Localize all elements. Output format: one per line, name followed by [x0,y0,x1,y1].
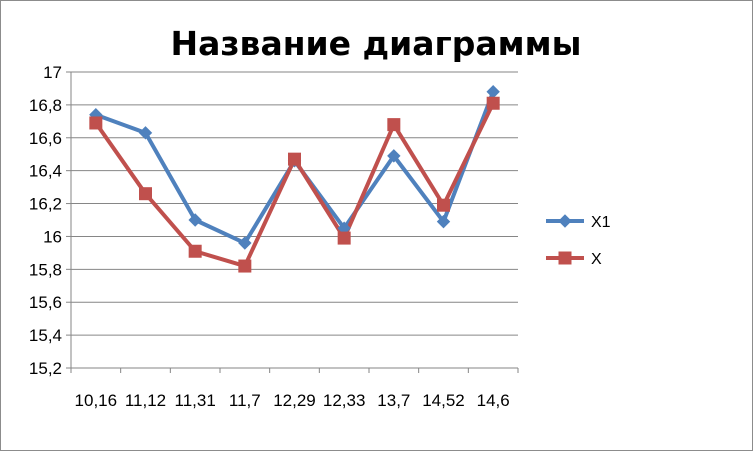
data-point-x [188,244,202,258]
y-tick-label: 15,8 [29,260,62,279]
x-tick-label: 10,16 [75,391,118,410]
series-x1-markers [89,85,500,250]
data-point-x [337,231,351,245]
axes: 15,2 15,4 15,6 15,8 16 16,2 16,4 16,6 16,8 17 10,1… [29,63,519,410]
y-tick-label: 16,8 [29,96,62,115]
data-point-x [486,96,500,110]
data-point-x1 [188,213,202,227]
chart-title: Название диаграммы [171,24,582,63]
data-point-x [89,116,103,130]
legend-item-x1: X1 [546,214,611,231]
data-point-x1 [138,126,153,140]
x-tick-label: 11,31 [175,391,216,410]
data-point-x1 [387,149,401,163]
legend: X1 X [546,214,611,268]
series-line-x [93,101,496,269]
y-tick-label: 16 [43,227,62,246]
legend-marker [558,251,572,265]
y-tick-label: 16,6 [29,129,62,148]
x-tick-label: 14,6 [477,391,510,410]
y-tick-label: 17 [43,63,62,82]
y-tick-label: 15,2 [29,359,62,378]
series-layer [89,85,500,273]
data-point-x [139,187,152,201]
data-point-x [387,118,401,132]
x-tick-label: 14,52 [422,391,465,410]
data-point-x [437,198,450,212]
data-point-x [288,152,301,166]
data-point-x [238,259,252,273]
data-point-x1 [238,236,252,250]
x-tick-label: 12,29 [273,391,316,410]
x-tick-label: 11,7 [229,391,261,410]
x-tick-label: 11,12 [125,391,166,410]
y-tick-label: 16,2 [29,195,62,214]
y-tick-label: 15,4 [29,326,62,345]
data-point-x1 [486,85,500,99]
legend-label: X1 [591,214,611,231]
series-x-group [93,101,496,269]
y-tick-label: 15,6 [29,293,62,312]
legend-label: X [591,251,602,268]
legend-item-x: X [546,251,602,268]
x-tick-label: 12,33 [323,391,366,410]
x-tick-label: 13,7 [377,391,410,410]
legend-marker [558,214,572,228]
y-tick-label: 16,4 [29,162,62,181]
data-point-x1 [436,214,451,229]
series-x-markers [89,96,500,273]
